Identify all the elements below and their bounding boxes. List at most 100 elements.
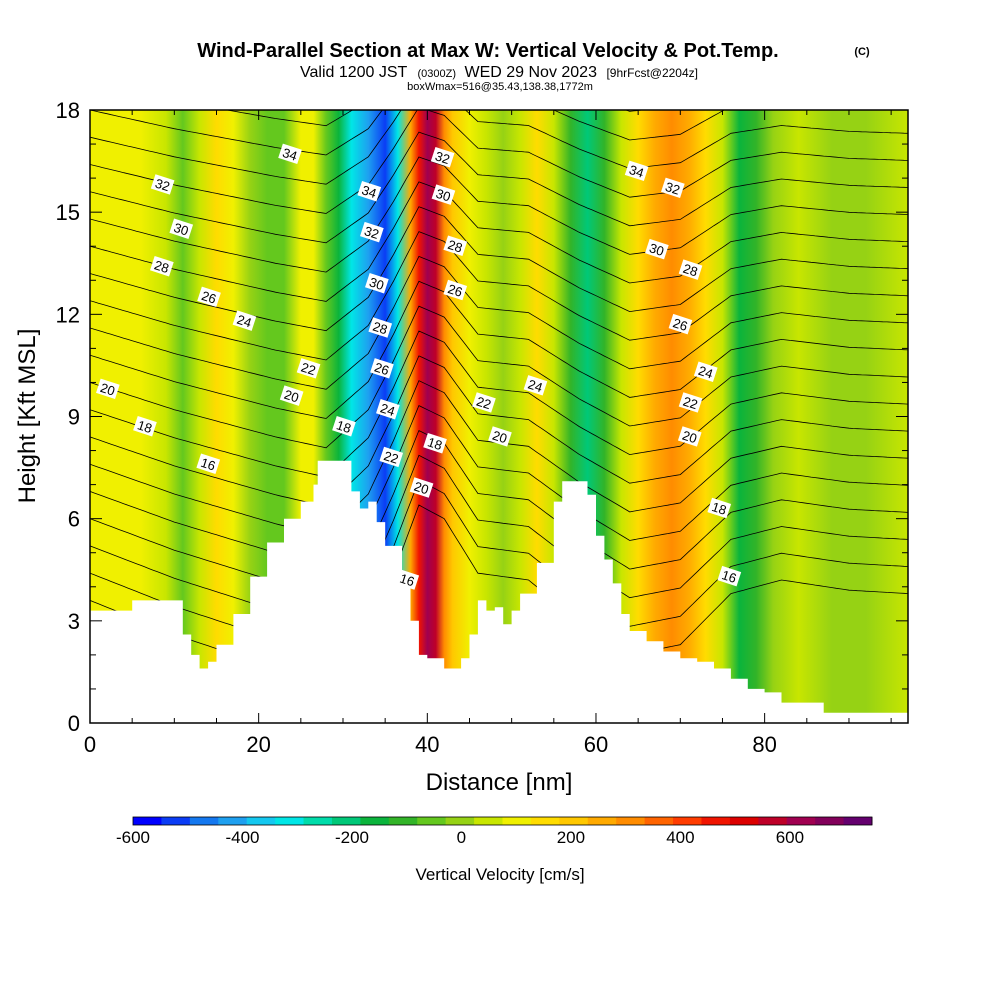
contour-label-box xyxy=(488,426,512,447)
y-tick-label: 12 xyxy=(56,302,80,327)
contour-label: 20 xyxy=(677,426,702,447)
contour-label: 16 xyxy=(196,453,221,474)
contour-label: 22 xyxy=(296,358,321,379)
contour-label-text: 20 xyxy=(680,428,698,447)
contour-label: 34 xyxy=(357,181,382,202)
theta-contour-line xyxy=(90,156,908,273)
contour-label-text: 32 xyxy=(664,179,682,198)
contour-label-box xyxy=(443,279,468,301)
contour-label: 26 xyxy=(443,279,468,301)
colorbar-label: Vertical Velocity [cm/s] xyxy=(415,865,584,884)
x-tick-label: 60 xyxy=(584,732,608,757)
contour-label-box xyxy=(523,375,548,396)
contour-label: 20 xyxy=(409,477,434,498)
colorbar-swatch xyxy=(616,817,646,825)
contour-label: 30 xyxy=(169,218,194,239)
contour-label-text: 28 xyxy=(446,237,464,256)
x-tick-label: 40 xyxy=(415,732,439,757)
contour-label: 32 xyxy=(430,147,455,168)
chart-title: Wind-Parallel Section at Max W: Vertical… xyxy=(197,40,778,62)
contour-label: 22 xyxy=(678,392,703,413)
contour-label-box xyxy=(645,238,669,260)
theta-contour-line xyxy=(90,255,908,390)
theta-contour-line xyxy=(90,429,908,595)
contour-label: 28 xyxy=(443,235,468,256)
colorbar-swatch xyxy=(189,817,219,825)
colorbar-swatch xyxy=(729,817,759,825)
contour-label: 32 xyxy=(150,174,175,195)
contour-label-box xyxy=(150,174,175,195)
contour-label-box xyxy=(196,453,221,474)
contour-label-box xyxy=(661,177,685,199)
theta-contour-line xyxy=(90,206,908,332)
contour-label-text: 32 xyxy=(433,148,451,167)
contour-label-text: 22 xyxy=(299,359,317,378)
theta-contour-line xyxy=(90,231,908,361)
contour-label-text: 18 xyxy=(136,417,154,436)
theta-contour-line xyxy=(90,110,725,156)
contour-label-text: 24 xyxy=(379,400,397,419)
colorbar-tick-label: 600 xyxy=(776,828,804,847)
contour-label: 18 xyxy=(133,416,157,437)
contour-label: 18 xyxy=(423,433,447,454)
contour-label-box xyxy=(370,358,394,379)
contour-label: 26 xyxy=(197,286,221,308)
contour-label-text: 34 xyxy=(627,162,645,181)
contour-label-text: 34 xyxy=(360,182,378,201)
x-tick-label: 20 xyxy=(246,732,270,757)
contour-label: 22 xyxy=(472,392,496,413)
x-tick-label: 0 xyxy=(84,732,96,757)
contour-label-box xyxy=(677,426,702,447)
contour-label-box xyxy=(150,256,174,277)
contour-label-box xyxy=(668,313,693,335)
colorbar-tick-label: 200 xyxy=(557,828,585,847)
contour-label-text: 26 xyxy=(671,315,689,334)
theta-contour-line xyxy=(90,110,908,185)
contour-label-text: 24 xyxy=(696,363,714,382)
colorbar-tick-label: -600 xyxy=(116,828,150,847)
contour-label-text: 20 xyxy=(282,387,300,406)
subtitle-valid: Valid 1200 JST xyxy=(300,64,408,81)
contour-label: 32 xyxy=(360,221,384,243)
terrain-mask xyxy=(90,460,908,723)
contour-labels: 34 32 30 28 26 24 22 20 20 18 16 18 34 32 30 28 26 24 22 16… xyxy=(96,143,742,590)
contour-label-text: 26 xyxy=(446,281,464,300)
contour-label: 30 xyxy=(431,184,456,205)
y-axis-label: Height [Kft MSL] xyxy=(14,329,41,504)
subtitle-forecast: [9hrFcst@2204z] xyxy=(606,66,698,80)
contour-label: 16 xyxy=(395,569,420,590)
y-tick-label: 15 xyxy=(56,200,80,225)
contour-label-text: 18 xyxy=(710,499,728,518)
theta-contour-line xyxy=(90,479,908,654)
contour-label: 24 xyxy=(693,361,718,382)
colorbar-swatch xyxy=(218,817,248,825)
contour-label-box xyxy=(296,358,321,379)
contour-label-box xyxy=(357,181,382,202)
colorbar-tick-label: -200 xyxy=(335,828,369,847)
contour-label-box xyxy=(232,310,257,331)
contour-label: 34 xyxy=(624,160,649,182)
colorbar-swatch xyxy=(275,817,305,825)
contour-label-box xyxy=(472,392,496,413)
contour-label: 22 xyxy=(379,446,404,468)
contour-label-text: 16 xyxy=(720,567,738,586)
theta-contour-line xyxy=(90,405,908,566)
y-tick-label: 6 xyxy=(68,507,80,532)
contour-label: 20 xyxy=(96,378,120,400)
contour-label-text: 22 xyxy=(382,448,400,467)
contour-label-box xyxy=(279,385,304,406)
contour-label: 28 xyxy=(150,256,174,277)
contour-label-box xyxy=(197,286,221,308)
contour-label: 30 xyxy=(365,273,389,294)
colorbar-swatch xyxy=(673,817,702,825)
contour-label-box xyxy=(423,433,447,454)
theta-contour-line xyxy=(90,454,908,625)
contour-label-box xyxy=(443,235,468,256)
contour-label: 28 xyxy=(368,317,393,338)
contour-label: 30 xyxy=(645,238,669,260)
contour-label-box xyxy=(707,497,732,519)
contour-label-text: 30 xyxy=(648,240,666,259)
contour-label-box xyxy=(693,361,718,382)
contour-label-text: 32 xyxy=(153,176,171,195)
